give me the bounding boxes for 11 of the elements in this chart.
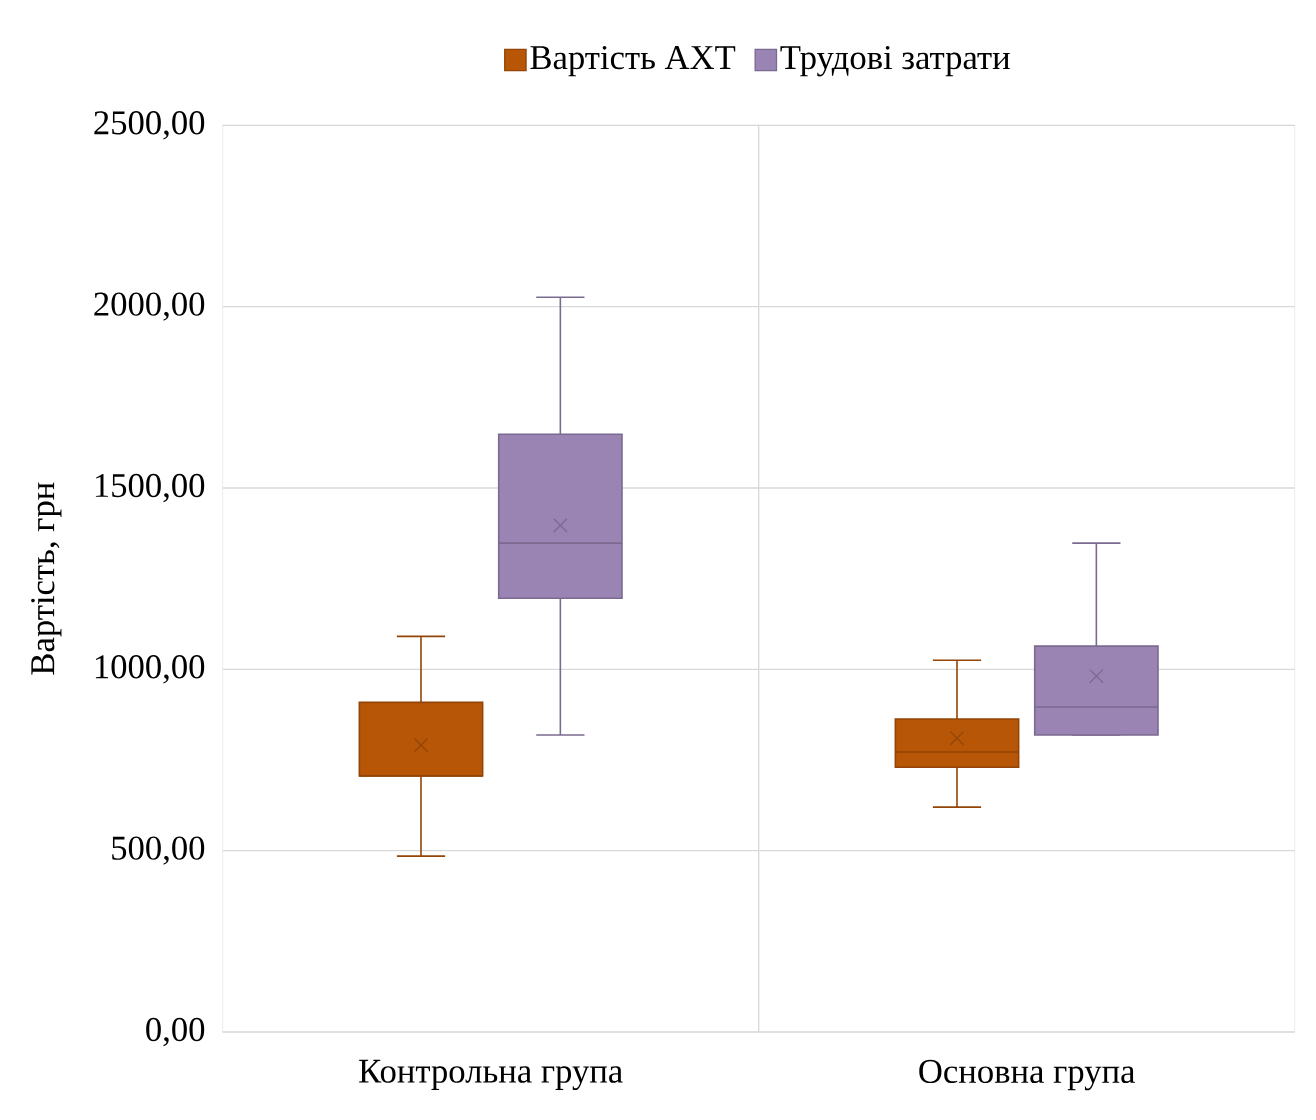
- y-tick-label: 1000,00: [95, 655, 205, 684]
- x-tick-label: Основна група: [919, 1059, 1136, 1091]
- y-tick-label: 2500,00: [94, 111, 205, 140]
- legend-label: Трудові затрати: [780, 45, 1010, 77]
- y-tick-label: 1500,00: [95, 473, 205, 503]
- y-axis-title: Вартість, грн: [31, 482, 62, 675]
- x-tick-label: Контрольна група: [359, 1059, 623, 1091]
- legend-label: Вартість АХТ: [530, 45, 736, 77]
- y-tick-label: 2000,00: [94, 292, 205, 321]
- y-tick-label: 0,00: [146, 1017, 205, 1047]
- y-tick-label: 500,00: [112, 836, 205, 865]
